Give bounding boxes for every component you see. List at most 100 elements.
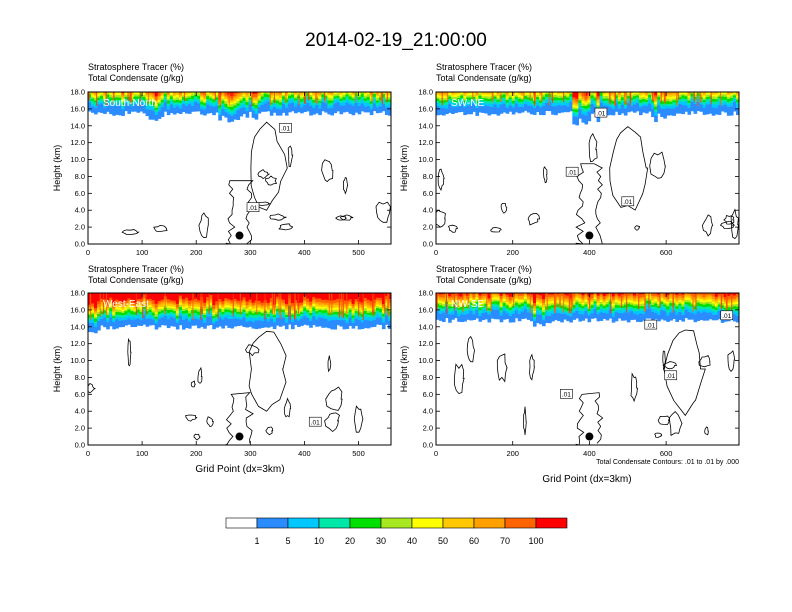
tracer-cell (735, 309, 739, 313)
tracer-cell (487, 293, 492, 299)
tracer-cell (517, 98, 522, 102)
tracer-cell (248, 304, 253, 307)
tracer-cell (602, 95, 607, 99)
tracer-cell (197, 302, 201, 305)
tracer-cell (584, 102, 589, 105)
y-tick-label: 14.0 (418, 322, 433, 331)
tracer-cell (169, 92, 174, 95)
tracer-cell (242, 305, 247, 308)
tracer-cell (184, 314, 189, 319)
tracer-cell (184, 100, 189, 104)
tracer-cell (187, 316, 192, 320)
tracer-cell (451, 101, 455, 104)
tracer-cell (224, 317, 228, 326)
tracer-cell (157, 304, 162, 308)
tracer-cell (629, 297, 634, 301)
tracer-cell (339, 319, 344, 327)
tracer-cell (375, 317, 380, 325)
tracer-cell (560, 95, 564, 98)
tracer-cell (575, 299, 580, 303)
tracer-cell (354, 315, 359, 319)
tracer-cell (623, 297, 628, 300)
tracer-cell (366, 102, 371, 107)
tracer-cell (309, 105, 313, 116)
tracer-cell (560, 92, 564, 94)
tracer-cell (97, 318, 101, 322)
tracer-cell (294, 100, 298, 104)
tracer-cell (336, 97, 341, 100)
tracer-cell (499, 309, 504, 313)
tracer-cell (154, 105, 159, 108)
tracer-cell (187, 308, 192, 311)
x-tick-label: 0 (434, 248, 438, 257)
tracer-cell (242, 311, 247, 314)
tracer-cell (160, 301, 165, 305)
tracer-cell (566, 300, 570, 303)
tracer-cell (206, 301, 210, 305)
tracer-cell (384, 96, 389, 100)
tracer-cell (514, 96, 519, 99)
tracer-cell (678, 308, 683, 312)
tracer-cell (230, 302, 235, 305)
tracer-cell (684, 301, 689, 305)
tracer-cell (657, 96, 661, 100)
tracer-cell (339, 316, 344, 321)
tracer-cell (269, 105, 274, 110)
tracer-cell (384, 295, 389, 300)
tracer-cell (121, 293, 125, 303)
tracer-cell (445, 92, 449, 95)
tracer-cell (526, 101, 531, 106)
colorbar-label: 5 (285, 536, 290, 546)
tracer-cell (281, 299, 286, 303)
tracer-cell (642, 310, 646, 315)
tracer-cell (366, 316, 371, 321)
tracer-cell (151, 101, 156, 106)
tracer-cell (142, 311, 147, 316)
tracer-cell (448, 96, 452, 100)
tracer-cell (345, 92, 350, 95)
tracer-streak (584, 92, 586, 100)
tracer-cell (439, 298, 443, 302)
tracer-streak (568, 293, 571, 314)
tracer-cell (278, 316, 283, 327)
tracer-cell (294, 293, 298, 301)
tracer-cell (306, 298, 310, 303)
y-tick-label: 8.0 (423, 172, 433, 181)
tracer-cell (535, 98, 540, 103)
tracer-cell (584, 310, 589, 319)
tracer-cell (714, 298, 719, 302)
tracer-cell (175, 313, 180, 316)
tracer-cell (575, 107, 580, 110)
tracer-streak (609, 293, 612, 314)
tracer-cell (463, 106, 467, 116)
convective-tower-contour (575, 392, 604, 445)
tracer-cell (124, 98, 128, 102)
tracer-cell (584, 306, 589, 309)
tracer-cell (330, 314, 335, 317)
tracer-cell (687, 297, 692, 301)
tracer-cell (281, 306, 286, 309)
tracer-cell (487, 302, 492, 305)
tracer-cell (557, 296, 561, 299)
tracer-cell (242, 299, 247, 303)
tracer-cell (584, 296, 589, 300)
tracer-cell (309, 102, 313, 106)
tracer-cell (675, 314, 679, 322)
tracer-cell (118, 317, 122, 321)
tracer-cell (148, 94, 153, 97)
tracer-cell (445, 108, 449, 115)
tracer-cell (387, 103, 391, 108)
condensate-contours (436, 126, 739, 244)
tracer-cell (699, 101, 704, 105)
tracer-cell (520, 299, 525, 302)
tracer-cell (605, 304, 610, 308)
tracer-cell (100, 315, 104, 320)
tracer-cell (660, 306, 664, 311)
tracer-cell (714, 92, 719, 95)
tracer-cell (318, 317, 322, 327)
tracer-cell (206, 304, 210, 307)
tracer-streak (99, 293, 101, 318)
tracer-cell (254, 96, 259, 99)
tracer-cell (106, 303, 110, 306)
tracer-cell (436, 295, 440, 298)
